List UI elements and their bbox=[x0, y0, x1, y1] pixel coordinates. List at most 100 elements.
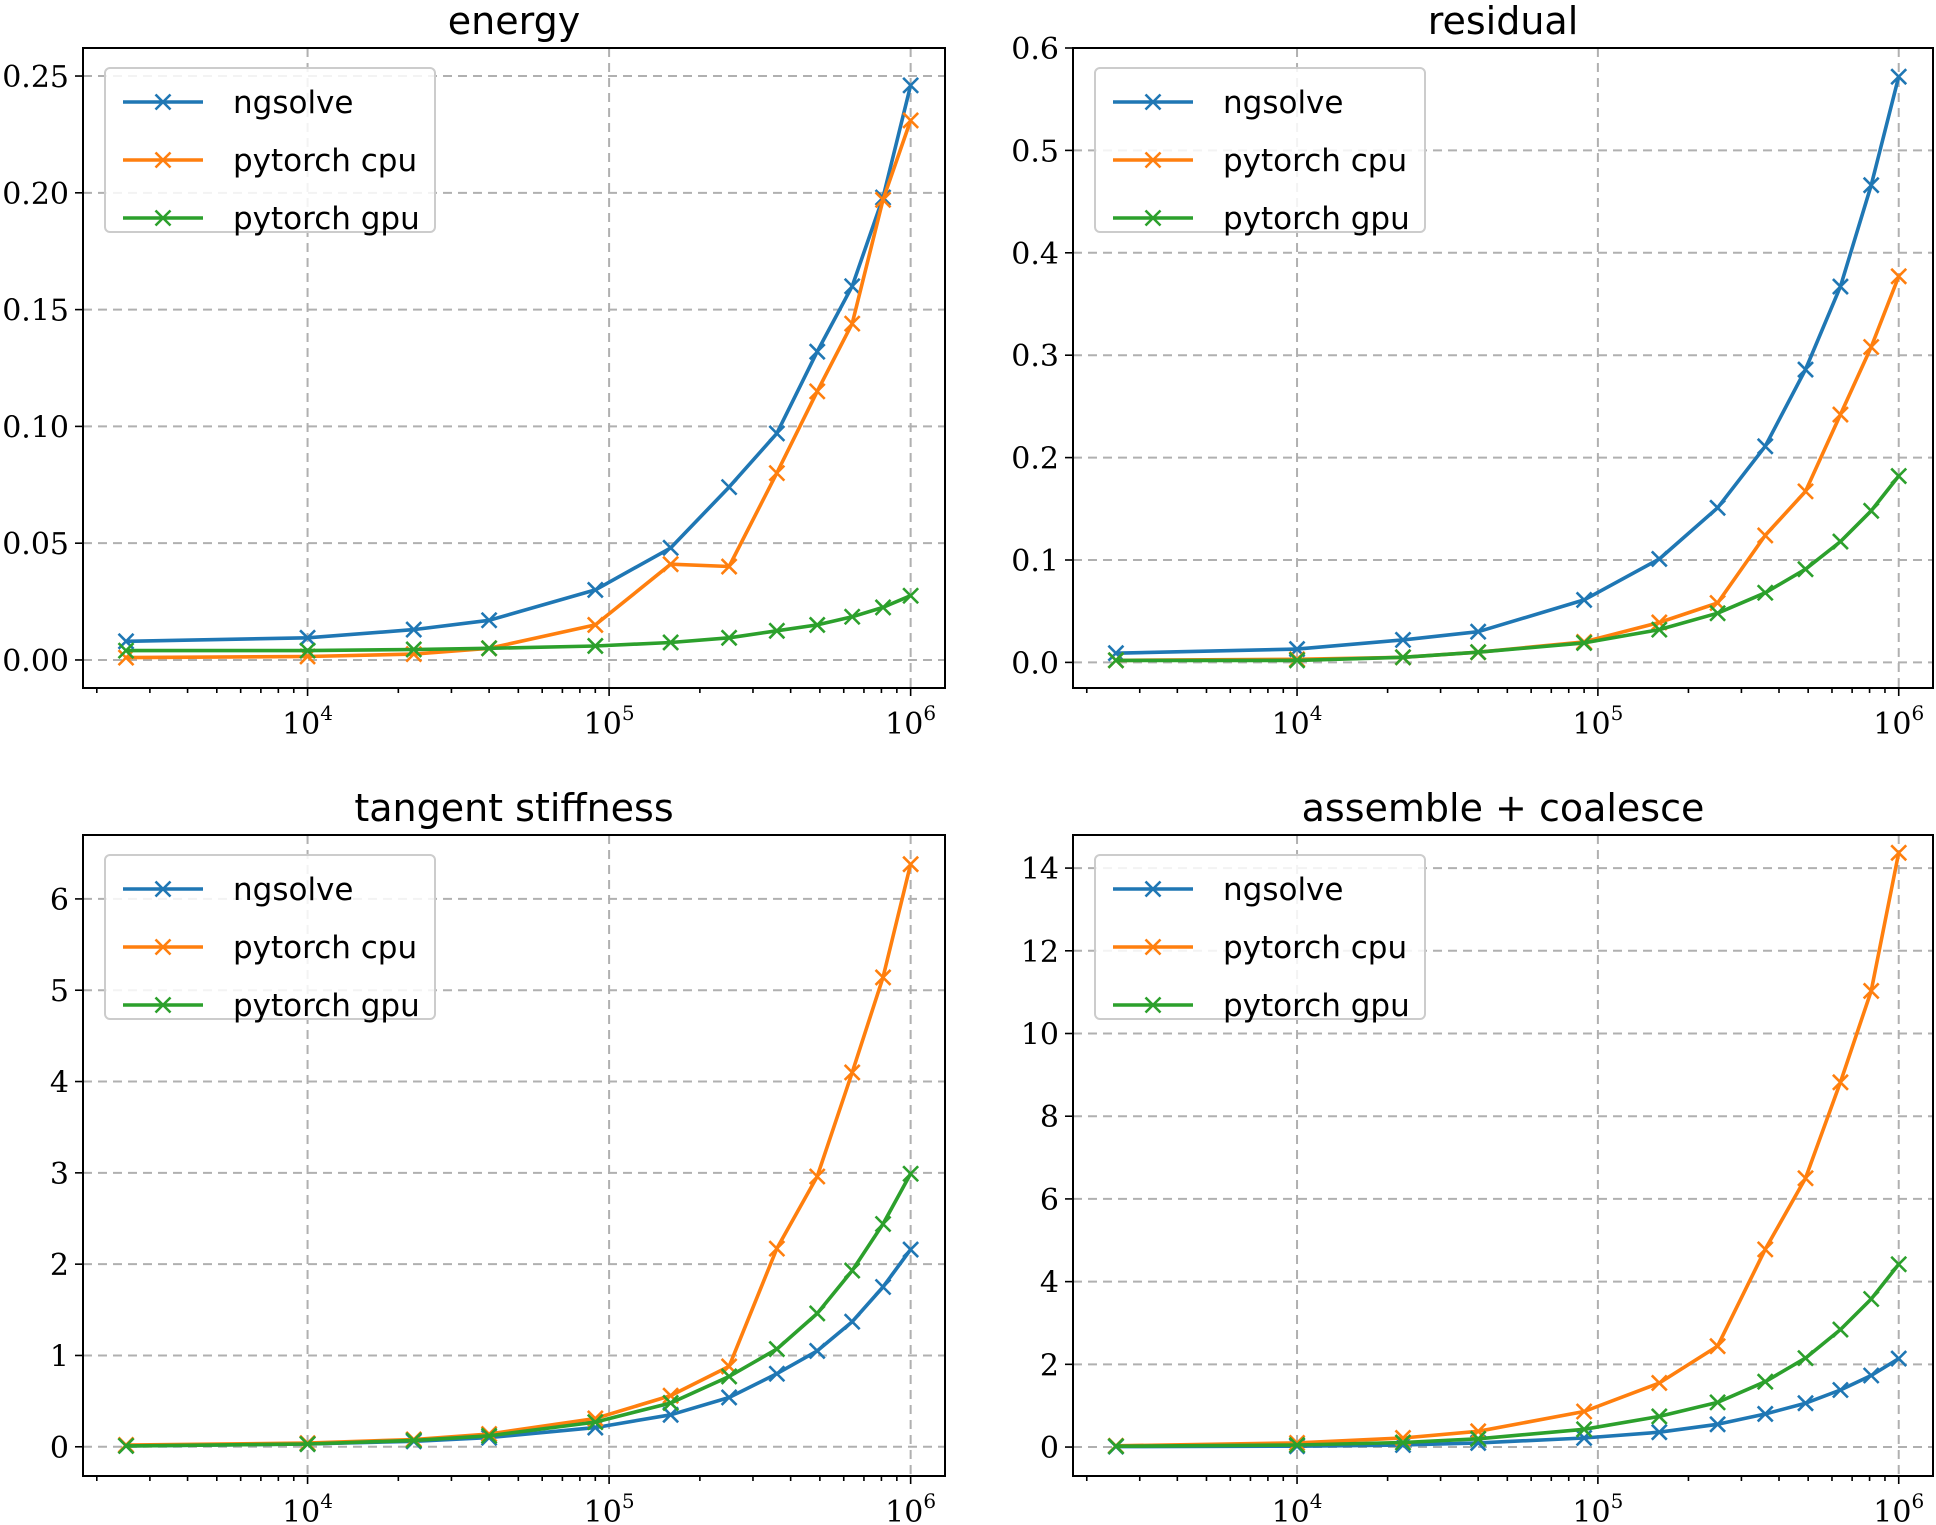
tangent-stiffness-point-pytorch-cpu bbox=[902, 855, 920, 873]
residual-point-pytorch-gpu bbox=[1756, 584, 1774, 602]
marker-stroke bbox=[843, 277, 861, 295]
marker-stroke bbox=[1469, 623, 1487, 641]
tangent-stiffness-xtick-exponent: 6 bbox=[923, 1489, 936, 1513]
residual-point-pytorch-cpu bbox=[1862, 338, 1880, 356]
tangent-stiffness-axes-frame bbox=[82, 834, 946, 1477]
marker-stroke bbox=[1756, 584, 1774, 602]
energy-legend: ngsolve pytorch cpu pytorch gpu bbox=[104, 67, 436, 237]
tangent-stiffness-point-ngsolve bbox=[874, 1278, 892, 1296]
energy-point-ngsolve bbox=[480, 611, 498, 629]
assemble-coalesce-point-pytorch-cpu bbox=[1469, 1422, 1487, 1440]
tangent-stiffness-point-pytorch-cpu bbox=[808, 1168, 826, 1185]
assemble-coalesce-point-pytorch-cpu bbox=[1862, 982, 1880, 1000]
residual-xtick-base: 10 bbox=[1873, 707, 1911, 742]
marker-stroke bbox=[1650, 614, 1668, 631]
residual-ytick-label: 0.5 bbox=[1011, 134, 1059, 169]
assemble-coalesce-legend-label-pytorch-cpu: pytorch cpu bbox=[1223, 930, 1407, 966]
assemble-coalesce-point-pytorch-gpu bbox=[1890, 1255, 1908, 1273]
assemble-coalesce-point-ngsolve bbox=[1709, 1415, 1727, 1433]
marker-stroke bbox=[1575, 1420, 1593, 1438]
energy-point-pytorch-cpu bbox=[874, 191, 892, 209]
tangent-stiffness-point-pytorch-gpu bbox=[843, 1262, 861, 1279]
tangent-stiffness-ytick-label: 1 bbox=[50, 1339, 69, 1374]
assemble-coalesce-point-pytorch-cpu bbox=[1709, 1337, 1727, 1355]
tangent-stiffness-point-pytorch-gpu bbox=[808, 1305, 826, 1322]
energy-point-pytorch-cpu bbox=[586, 616, 604, 634]
energy-point-pytorch-gpu bbox=[299, 642, 316, 660]
marker-stroke bbox=[808, 1342, 826, 1360]
energy-legend-entry-ngsolve: ngsolve bbox=[123, 85, 353, 121]
marker-stroke bbox=[768, 1240, 786, 1258]
marker-stroke bbox=[1107, 644, 1125, 662]
energy-point-pytorch-gpu bbox=[586, 637, 604, 655]
marker-stroke bbox=[1144, 209, 1162, 227]
marker-stroke bbox=[1144, 938, 1162, 956]
residual-ytick-label: 0.1 bbox=[1011, 544, 1059, 579]
marker-stroke bbox=[808, 343, 826, 361]
energy-legend-frame bbox=[104, 67, 436, 233]
assemble-coalesce-legend-entry-ngsolve: ngsolve bbox=[1113, 872, 1343, 908]
marker-stroke bbox=[720, 629, 738, 647]
assemble-coalesce-point-pytorch-cpu bbox=[1575, 1403, 1593, 1420]
marker-stroke bbox=[768, 424, 786, 442]
energy-legend-label-pytorch-cpu: pytorch cpu bbox=[233, 143, 417, 179]
residual-point-ngsolve bbox=[1831, 278, 1849, 296]
assemble-coalesce-line-ngsolve bbox=[1115, 1357, 1900, 1449]
tangent-stiffness-point-ngsolve bbox=[808, 1342, 826, 1360]
tangent-stiffness-title: tangent stiffness bbox=[354, 786, 673, 830]
assemble-coalesce-ytick-label: 2 bbox=[1040, 1348, 1059, 1383]
tangent-stiffness-point-pytorch-cpu bbox=[843, 1063, 861, 1081]
marker-stroke bbox=[902, 587, 920, 605]
marker-stroke bbox=[299, 1435, 316, 1453]
tangent-stiffness-xtick-base: 10 bbox=[282, 1495, 320, 1525]
energy-xtick-base: 10 bbox=[282, 707, 320, 742]
residual-xtick-exponent: 6 bbox=[1911, 701, 1924, 725]
marker-stroke bbox=[662, 539, 680, 557]
marker-stroke bbox=[808, 1305, 826, 1322]
tangent-stiffness-xtick-base: 10 bbox=[885, 1495, 923, 1525]
marker-stroke bbox=[117, 649, 135, 667]
assemble-coalesce-ytick-label: 8 bbox=[1040, 1100, 1059, 1135]
assemble-coalesce-point-pytorch-gpu bbox=[1797, 1349, 1814, 1367]
marker-stroke bbox=[1756, 527, 1774, 544]
tangent-stiffness-point-ngsolve bbox=[768, 1365, 786, 1383]
residual-point-pytorch-gpu bbox=[1862, 502, 1880, 520]
tangent-stiffness-legend-entry-pytorch-gpu: pytorch gpu bbox=[123, 988, 420, 1024]
energy-ytick-label: 0.15 bbox=[2, 294, 69, 329]
energy-point-pytorch-gpu bbox=[720, 629, 738, 647]
assemble-coalesce-xtick-label: 105 bbox=[1572, 1489, 1623, 1525]
residual-point-pytorch-gpu bbox=[1890, 467, 1908, 485]
energy-line-ngsolve bbox=[125, 84, 913, 644]
tangent-stiffness-ytick-label: 5 bbox=[50, 974, 69, 1009]
energy-ytick-label: 0.05 bbox=[2, 527, 69, 562]
marker-stroke bbox=[720, 478, 738, 496]
energy-point-pytorch-gpu bbox=[808, 616, 826, 634]
residual-line-pytorch-cpu bbox=[1115, 275, 1901, 663]
tangent-stiffness-point-pytorch-cpu bbox=[768, 1240, 786, 1258]
energy-xtick-base: 10 bbox=[885, 707, 923, 742]
assemble-coalesce-point-pytorch-gpu bbox=[1650, 1408, 1668, 1425]
residual-xtick-label: 105 bbox=[1572, 701, 1623, 742]
marker-stroke bbox=[586, 616, 604, 634]
residual-ytick-label: 0.0 bbox=[1011, 646, 1059, 681]
assemble-coalesce-point-pytorch-gpu bbox=[1756, 1373, 1774, 1391]
marker-stroke bbox=[1756, 1240, 1774, 1258]
energy-point-ngsolve bbox=[902, 76, 920, 94]
assemble-coalesce-ytick-label: 4 bbox=[1040, 1266, 1059, 1301]
marker-stroke bbox=[808, 382, 826, 400]
marker-stroke bbox=[902, 76, 920, 94]
marker-stroke bbox=[768, 1365, 786, 1383]
marker-stroke bbox=[1394, 1436, 1412, 1454]
residual-legend-entry-pytorch-cpu: pytorch cpu bbox=[1113, 143, 1407, 179]
energy-point-pytorch-cpu bbox=[902, 111, 920, 129]
residual-point-pytorch-gpu bbox=[1831, 533, 1849, 550]
marker-stroke bbox=[1650, 621, 1668, 639]
residual-ytick-label: 0.2 bbox=[1011, 442, 1059, 477]
marker-stroke bbox=[1831, 1381, 1849, 1399]
marker-stroke bbox=[1394, 1434, 1412, 1451]
energy-point-pytorch-cpu bbox=[662, 555, 680, 573]
marker-stroke bbox=[1144, 93, 1162, 111]
residual-point-pytorch-gpu bbox=[1469, 643, 1487, 661]
assemble-coalesce-point-pytorch-gpu bbox=[1469, 1430, 1487, 1448]
residual-point-ngsolve bbox=[1862, 176, 1880, 194]
